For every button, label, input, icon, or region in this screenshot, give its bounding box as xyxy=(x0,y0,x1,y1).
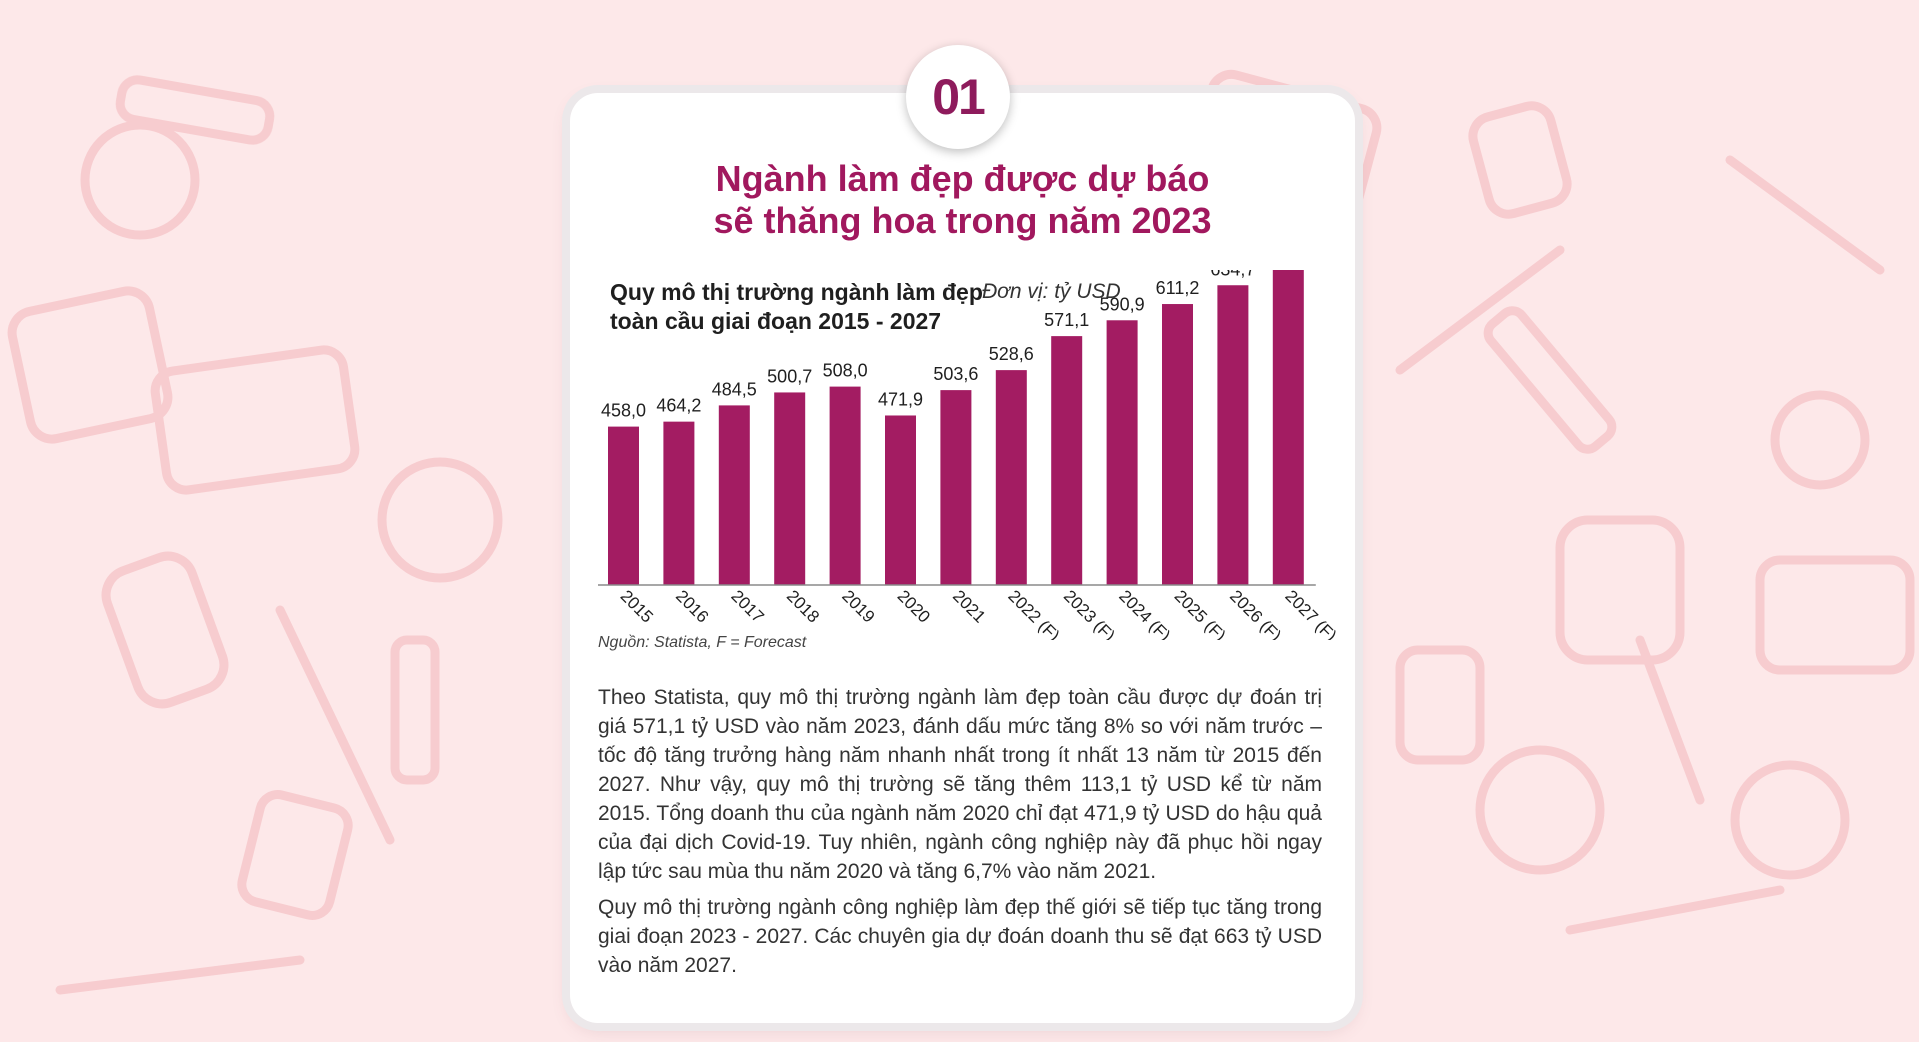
section-number-badge: 01 xyxy=(906,45,1010,149)
x-tick-label: 2017 xyxy=(727,586,767,626)
bar-2019 xyxy=(829,386,861,585)
bar-chart: 458,0 2015 464,2 2016 484,5 2017 500,7 2018 508,… xyxy=(598,270,1340,640)
bar-value-label: 464,2 xyxy=(656,396,701,416)
mirror-icon xyxy=(377,457,503,583)
article-paragraph-1: Theo Statista, quy mô thị trường ngành l… xyxy=(598,686,1322,883)
bar-value-label: 458,0 xyxy=(601,401,646,421)
nail-polish-icon xyxy=(1770,390,1870,490)
pencil-icon xyxy=(1395,245,1565,375)
chart-source-note: Nguồn: Statista, F = Forecast xyxy=(598,634,807,651)
mascara-icon xyxy=(55,955,305,995)
x-tick-label: 2024 (F) xyxy=(1115,586,1174,640)
bar-value-label: 500,7 xyxy=(767,366,812,386)
x-tick-label: 2020 xyxy=(894,586,934,626)
bar-2022-F xyxy=(995,370,1027,585)
compact-icon xyxy=(1730,760,1850,880)
chart-title-line-1: Quy mô thị trường ngành làm đẹp xyxy=(610,279,983,305)
bar-value-label: 484,5 xyxy=(712,379,757,399)
brush-icon xyxy=(1635,635,1705,805)
chart-unit-label: Đơn vị: tỷ USD xyxy=(982,280,1121,303)
lipstick-icon xyxy=(390,635,440,785)
headline-line-2: sẽ thăng hoa trong năm 2023 xyxy=(713,200,1212,241)
bar-value-label: 571,1 xyxy=(1044,310,1089,330)
x-tick-label: 2016 xyxy=(672,586,712,626)
bar-2015 xyxy=(608,426,639,585)
palette-icon xyxy=(150,345,360,495)
x-tick-label: 2025 (F) xyxy=(1171,586,1230,640)
bar-2027-F xyxy=(1272,270,1304,585)
bar-2021 xyxy=(940,390,972,585)
chart-title-line-2: toàn cầu giai đoạn 2015 - 2027 xyxy=(610,308,942,334)
bar-2017 xyxy=(718,405,750,585)
bar-value-label: 471,9 xyxy=(878,389,923,409)
x-tick-label: 2021 xyxy=(949,586,989,626)
x-tick-label: 2015 xyxy=(617,586,657,626)
article-body: Theo Statista, quy mô thị trường ngành l… xyxy=(598,683,1322,987)
compact-icon xyxy=(1475,745,1605,875)
headline: Ngành làm đẹp được dự báo sẽ thăng hoa t… xyxy=(570,158,1355,242)
bar-value-label: 508,0 xyxy=(823,361,868,381)
lipstick-icon xyxy=(115,75,275,145)
x-tick-label: 2019 xyxy=(838,586,878,626)
nail-polish-icon xyxy=(1395,645,1485,765)
mascara-icon xyxy=(1565,885,1785,935)
bar-2025-F xyxy=(1162,304,1193,585)
x-tick-label: 2018 xyxy=(783,586,823,626)
bar-2016 xyxy=(663,421,695,585)
nail-polish-icon xyxy=(237,790,353,920)
nail-polish-icon xyxy=(1468,101,1572,219)
article-paragraph-2: Quy mô thị trường ngành công nghiệp làm … xyxy=(598,896,1322,977)
bar-2026-F xyxy=(1217,285,1249,585)
compact-icon xyxy=(80,120,200,240)
bar-value-label: 503,6 xyxy=(933,364,978,384)
bar-value-label: 590,9 xyxy=(1100,294,1145,314)
bar-value-label: 634,7 xyxy=(1210,270,1255,279)
x-tick-label: 2026 (F) xyxy=(1226,586,1285,640)
lipstick-icon xyxy=(1483,306,1617,454)
bar-2024-F xyxy=(1106,320,1138,585)
chart-title: Quy mô thị trường ngành làm đẹp toàn cầu… xyxy=(610,278,1000,336)
brush-icon xyxy=(1725,155,1885,275)
bar-2020 xyxy=(885,415,916,585)
bar-value-label: 611,2 xyxy=(1156,278,1200,298)
x-tick-label: 2027 (F) xyxy=(1281,586,1340,640)
palette-icon xyxy=(1755,555,1915,675)
x-tick-label: 2023 (F) xyxy=(1060,586,1119,640)
perfume-icon xyxy=(101,551,229,709)
brush-icon xyxy=(275,605,395,845)
palette-icon xyxy=(7,286,173,444)
bar-2018 xyxy=(774,392,806,585)
bar-value-label: 528,6 xyxy=(989,344,1034,364)
perfume-icon xyxy=(1555,515,1685,665)
x-tick-label: 2022 (F) xyxy=(1004,586,1063,640)
bar-2023-F xyxy=(1051,336,1083,585)
headline-line-1: Ngành làm đẹp được dự báo xyxy=(715,158,1210,199)
